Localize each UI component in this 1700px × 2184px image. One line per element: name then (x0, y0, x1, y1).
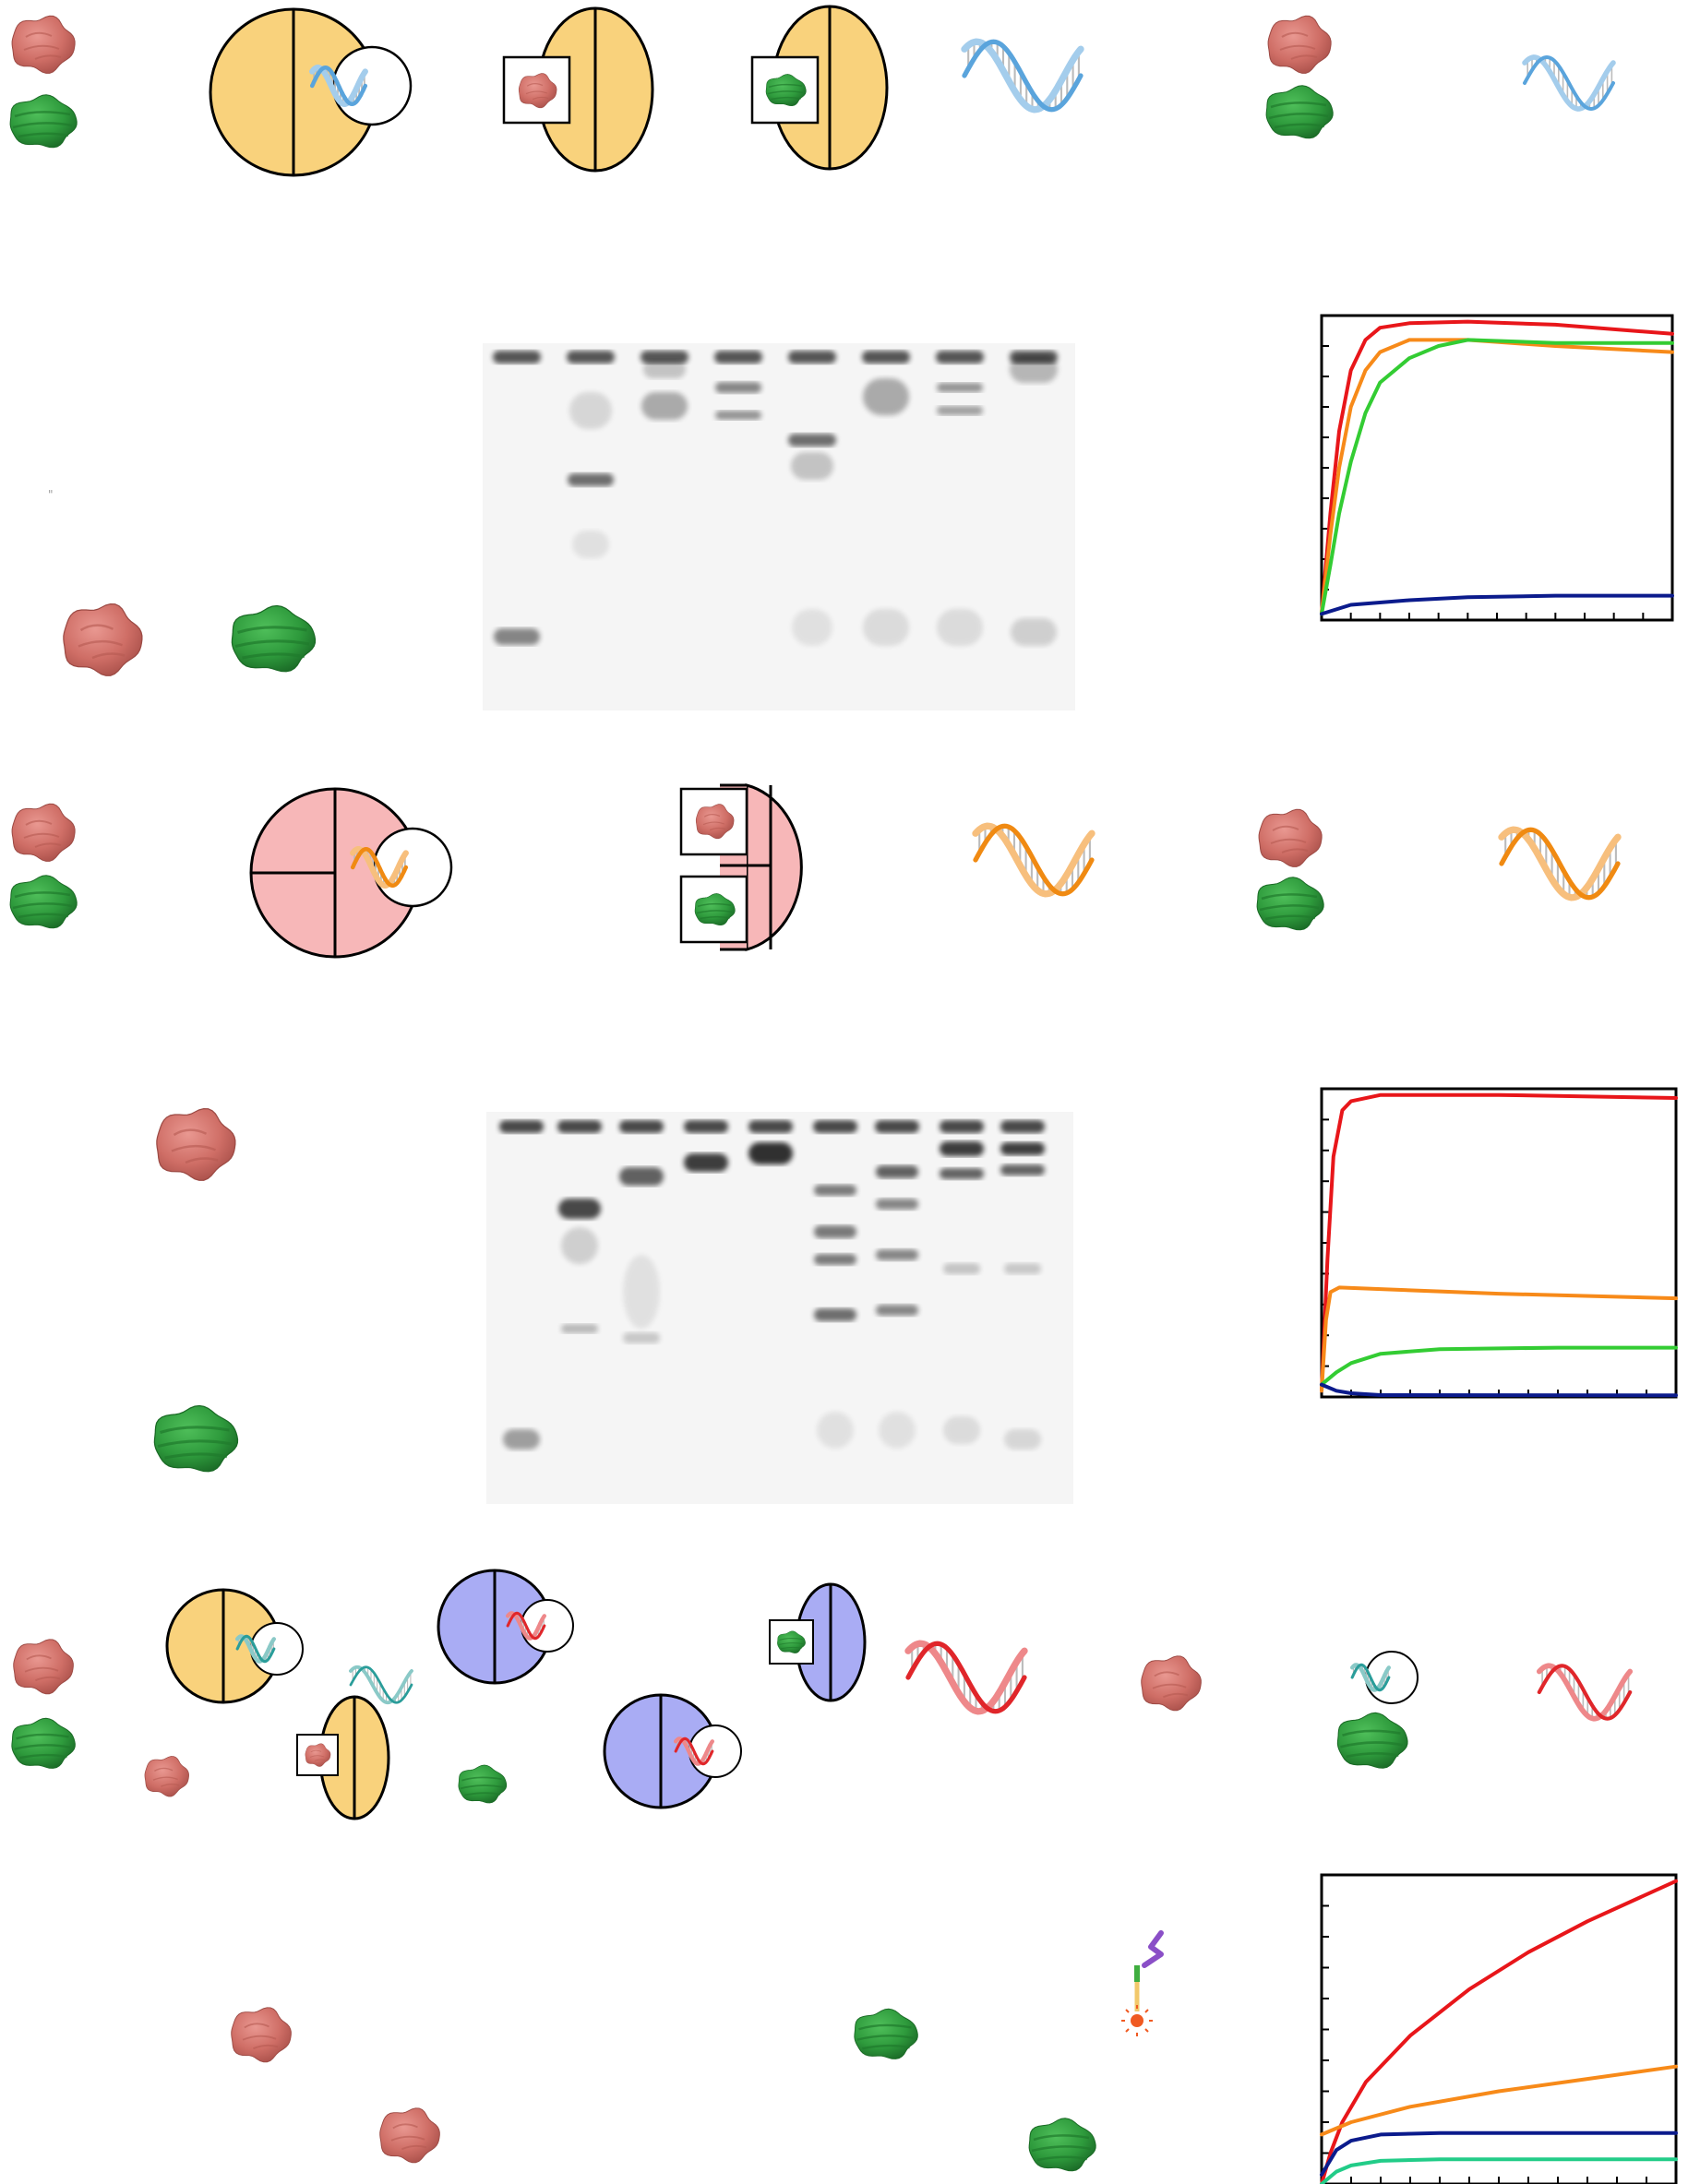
chart-1 (1320, 314, 1674, 622)
protein-b-icon (1028, 2118, 1096, 2172)
dna-helix-icon (961, 38, 1084, 113)
series-line-3 (1320, 338, 1674, 616)
series-line-2 (1320, 1285, 1678, 1393)
row5-schematic (11, 1569, 1634, 1820)
protein-a-icon (305, 1743, 331, 1767)
plot-frame (1320, 1087, 1678, 1399)
protein-b-icon (1256, 877, 1324, 931)
gel-lane (567, 351, 615, 558)
gel-lane (813, 1120, 857, 1449)
split-ring-icon (296, 1695, 390, 1820)
protein-a-icon (1258, 808, 1323, 867)
series-line-4 (1320, 2157, 1678, 2184)
dna-helix-icon (309, 65, 368, 107)
chart-2 (1320, 1087, 1678, 1399)
dna-helix-icon (1522, 54, 1616, 112)
gel-lane (862, 351, 910, 646)
dna-helix-icon (904, 1640, 1028, 1715)
split-ring-icon (679, 783, 803, 951)
gel-lane (684, 1120, 728, 1172)
protein-a-icon (63, 603, 143, 676)
split-ring-icon (750, 5, 889, 171)
gel-lane (940, 1120, 984, 1444)
gel-lane (936, 351, 984, 646)
dna-helix-icon (1349, 1663, 1392, 1692)
row3-schematic (9, 783, 1622, 959)
row6-panel (231, 1873, 1678, 2184)
protein-b-icon (9, 94, 78, 149)
gel-lane (1010, 351, 1058, 646)
dna-helix-icon (1498, 826, 1622, 901)
gel-lane (499, 1120, 544, 1450)
gel-lane (557, 1120, 602, 1333)
dna-helix-icon (350, 846, 409, 889)
gel-lanes (499, 1120, 1045, 1450)
gel-lane (788, 351, 836, 646)
gel-lane (875, 1120, 919, 1449)
protein-b-icon (458, 1764, 508, 1804)
protein-a-icon (695, 804, 735, 840)
dna-helix-icon (349, 1665, 413, 1705)
split-ring-icon (209, 7, 413, 177)
protein-a-icon (518, 73, 557, 109)
split-ring-icon (603, 1693, 742, 1809)
stray-mark: " (48, 488, 54, 501)
gel-lane (619, 1120, 664, 1343)
gel-image (483, 343, 1075, 710)
protein-a-icon (1141, 1655, 1202, 1712)
protein-b-icon (231, 604, 317, 673)
linker-probe-icon (1121, 1930, 1164, 2036)
series-line-2 (1320, 2064, 1678, 2137)
series-line-4 (1320, 593, 1674, 616)
series-line-4 (1320, 1382, 1678, 1398)
protein-b-icon (765, 74, 807, 106)
gel-image (486, 1112, 1073, 1504)
series-line-3 (1320, 1345, 1678, 1387)
protein-b-icon (777, 1630, 806, 1653)
split-ring-icon (249, 787, 453, 959)
dna-helix-icon (234, 1634, 277, 1664)
gel-lane (640, 351, 688, 420)
gel-lane (1000, 1120, 1045, 1450)
row2-panel: " (48, 314, 1674, 710)
protein-a-icon (156, 1107, 236, 1181)
protein-a-icon (144, 1756, 189, 1797)
row4-panel (153, 1087, 1678, 1504)
series-line-1 (1320, 319, 1674, 616)
protein-b-icon (1336, 1712, 1408, 1769)
split-ring-icon (165, 1588, 304, 1704)
dna-helix-icon (505, 1611, 547, 1641)
protein-b-icon (1265, 85, 1334, 139)
plot-frame (1320, 314, 1674, 622)
split-ring-icon (502, 6, 654, 173)
protein-a-icon (11, 803, 76, 862)
dna-bubble (1365, 1651, 1419, 1704)
series-line-1 (1320, 1879, 1678, 2184)
protein-b-icon (694, 893, 736, 925)
protein-b-icon (854, 2008, 918, 2059)
series-line-3 (1320, 2130, 1678, 2177)
protein-b-icon (9, 875, 78, 929)
split-ring-icon (769, 1582, 867, 1702)
protein-a-icon (13, 1639, 74, 1695)
row1-schematic (9, 5, 1616, 177)
gel-lane (748, 1120, 793, 1164)
dna-helix-icon (1536, 1663, 1634, 1722)
protein-b-icon (11, 1717, 76, 1769)
protein-a-icon (379, 2107, 440, 2164)
protein-b-icon (153, 1404, 239, 1473)
dna-helix-icon (972, 822, 1095, 898)
protein-a-icon (11, 15, 76, 74)
protein-a-icon (231, 2007, 292, 2063)
dna-helix-icon (673, 1736, 715, 1766)
gel-lane (493, 351, 541, 645)
split-ring-icon (437, 1569, 574, 1685)
gel-lanes (493, 351, 1058, 646)
gel-lane (714, 351, 762, 420)
chart-3 (1320, 1873, 1678, 2184)
protein-a-icon (1267, 15, 1332, 74)
series-line-1 (1320, 1092, 1678, 1393)
